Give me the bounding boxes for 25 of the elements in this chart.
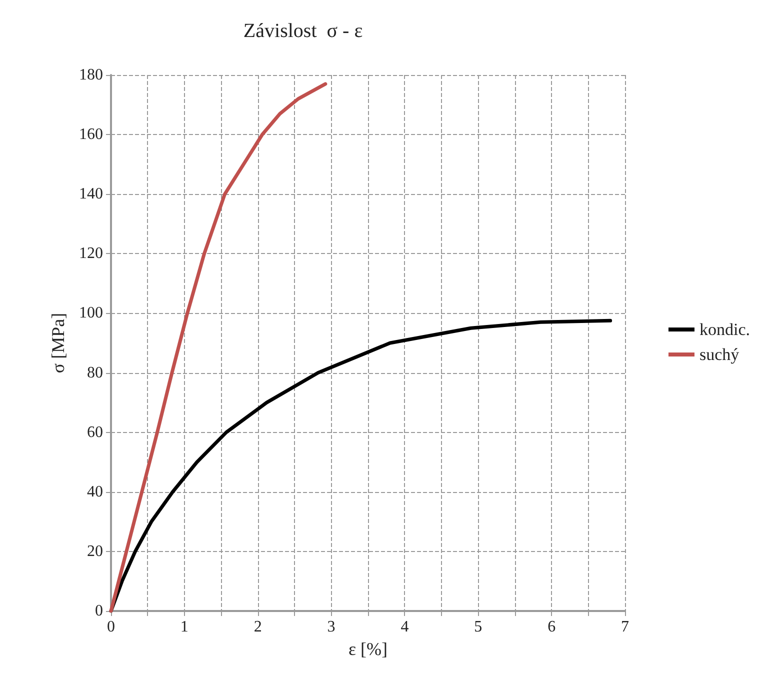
x-tick-label: 4 — [400, 618, 409, 636]
x-tick-label: 0 — [107, 618, 115, 636]
legend-label: kondic. — [699, 320, 750, 339]
y-axis-title: σ [MPa] — [48, 312, 68, 374]
x-tick-label: 5 — [474, 618, 482, 636]
y-tick-label: 140 — [79, 186, 103, 203]
y-tick-label: 100 — [79, 304, 103, 322]
y-tick-label: 0 — [95, 602, 103, 620]
y-tick-label: 80 — [87, 364, 103, 382]
legend-label: suchý — [699, 345, 740, 364]
chart-title: Závislost σ - ε — [243, 20, 363, 42]
x-tick-label: 2 — [254, 618, 262, 636]
line-series — [109, 82, 328, 613]
y-tick-label: 40 — [87, 483, 103, 500]
x-tick-label: 1 — [180, 618, 188, 636]
x-axis-title: ε [%] — [348, 638, 388, 659]
y-tick-label: 120 — [79, 245, 103, 262]
y-tick-label: 180 — [79, 66, 103, 84]
y-tick-label: 20 — [87, 542, 103, 560]
y-tick-label: 60 — [87, 424, 103, 441]
x-tick-label: 6 — [548, 618, 556, 636]
x-tick-label: 3 — [327, 618, 336, 636]
x-tick-label: 7 — [621, 618, 629, 636]
y-tick-label: 160 — [79, 126, 103, 144]
line-series — [109, 318, 612, 613]
